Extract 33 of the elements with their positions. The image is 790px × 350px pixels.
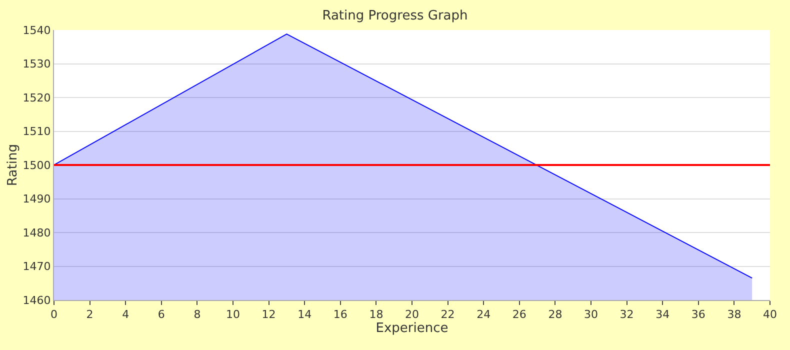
x-tick-label: 30 xyxy=(584,308,598,322)
y-tick-label: 1470 xyxy=(22,260,51,274)
x-tick-label: 18 xyxy=(369,308,384,322)
chart-title: Rating Progress Graph xyxy=(322,8,468,24)
y-tick-label: 1540 xyxy=(22,24,51,37)
x-tick-label: 40 xyxy=(763,308,777,322)
y-tick-label: 1530 xyxy=(22,58,51,71)
y-tick-label: 1490 xyxy=(22,192,51,206)
x-tick-label: 24 xyxy=(476,308,491,322)
x-tick-label: 4 xyxy=(122,308,130,322)
y-tick-label: 1480 xyxy=(22,226,51,240)
x-tick-label: 20 xyxy=(405,308,419,322)
x-tick-label: 22 xyxy=(440,308,455,322)
x-tick-label: 38 xyxy=(727,308,742,322)
x-tick-label: 32 xyxy=(620,308,634,322)
y-tick-label: 1460 xyxy=(22,294,51,307)
x-tick-label: 12 xyxy=(262,308,276,322)
x-tick-label: 14 xyxy=(298,308,312,322)
x-tick-label: 34 xyxy=(656,308,670,322)
x-tick-label: 6 xyxy=(158,308,165,322)
x-tick-label: 28 xyxy=(548,308,562,322)
x-tick-label: 0 xyxy=(50,308,58,322)
x-tick-label: 36 xyxy=(691,308,706,322)
x-tick-label: 2 xyxy=(86,308,94,322)
x-tick-label: 10 xyxy=(226,308,240,322)
x-tick-label: 8 xyxy=(194,308,201,322)
x-tick-label: 16 xyxy=(333,308,348,322)
x-tick-label: 26 xyxy=(512,308,526,322)
x-axis-title: Experience xyxy=(376,321,448,336)
y-tick-label: 1500 xyxy=(22,158,51,172)
y-tick-label: 1510 xyxy=(22,125,51,138)
y-axis-title: Rating xyxy=(6,144,21,186)
y-tick-label: 1520 xyxy=(22,91,51,104)
